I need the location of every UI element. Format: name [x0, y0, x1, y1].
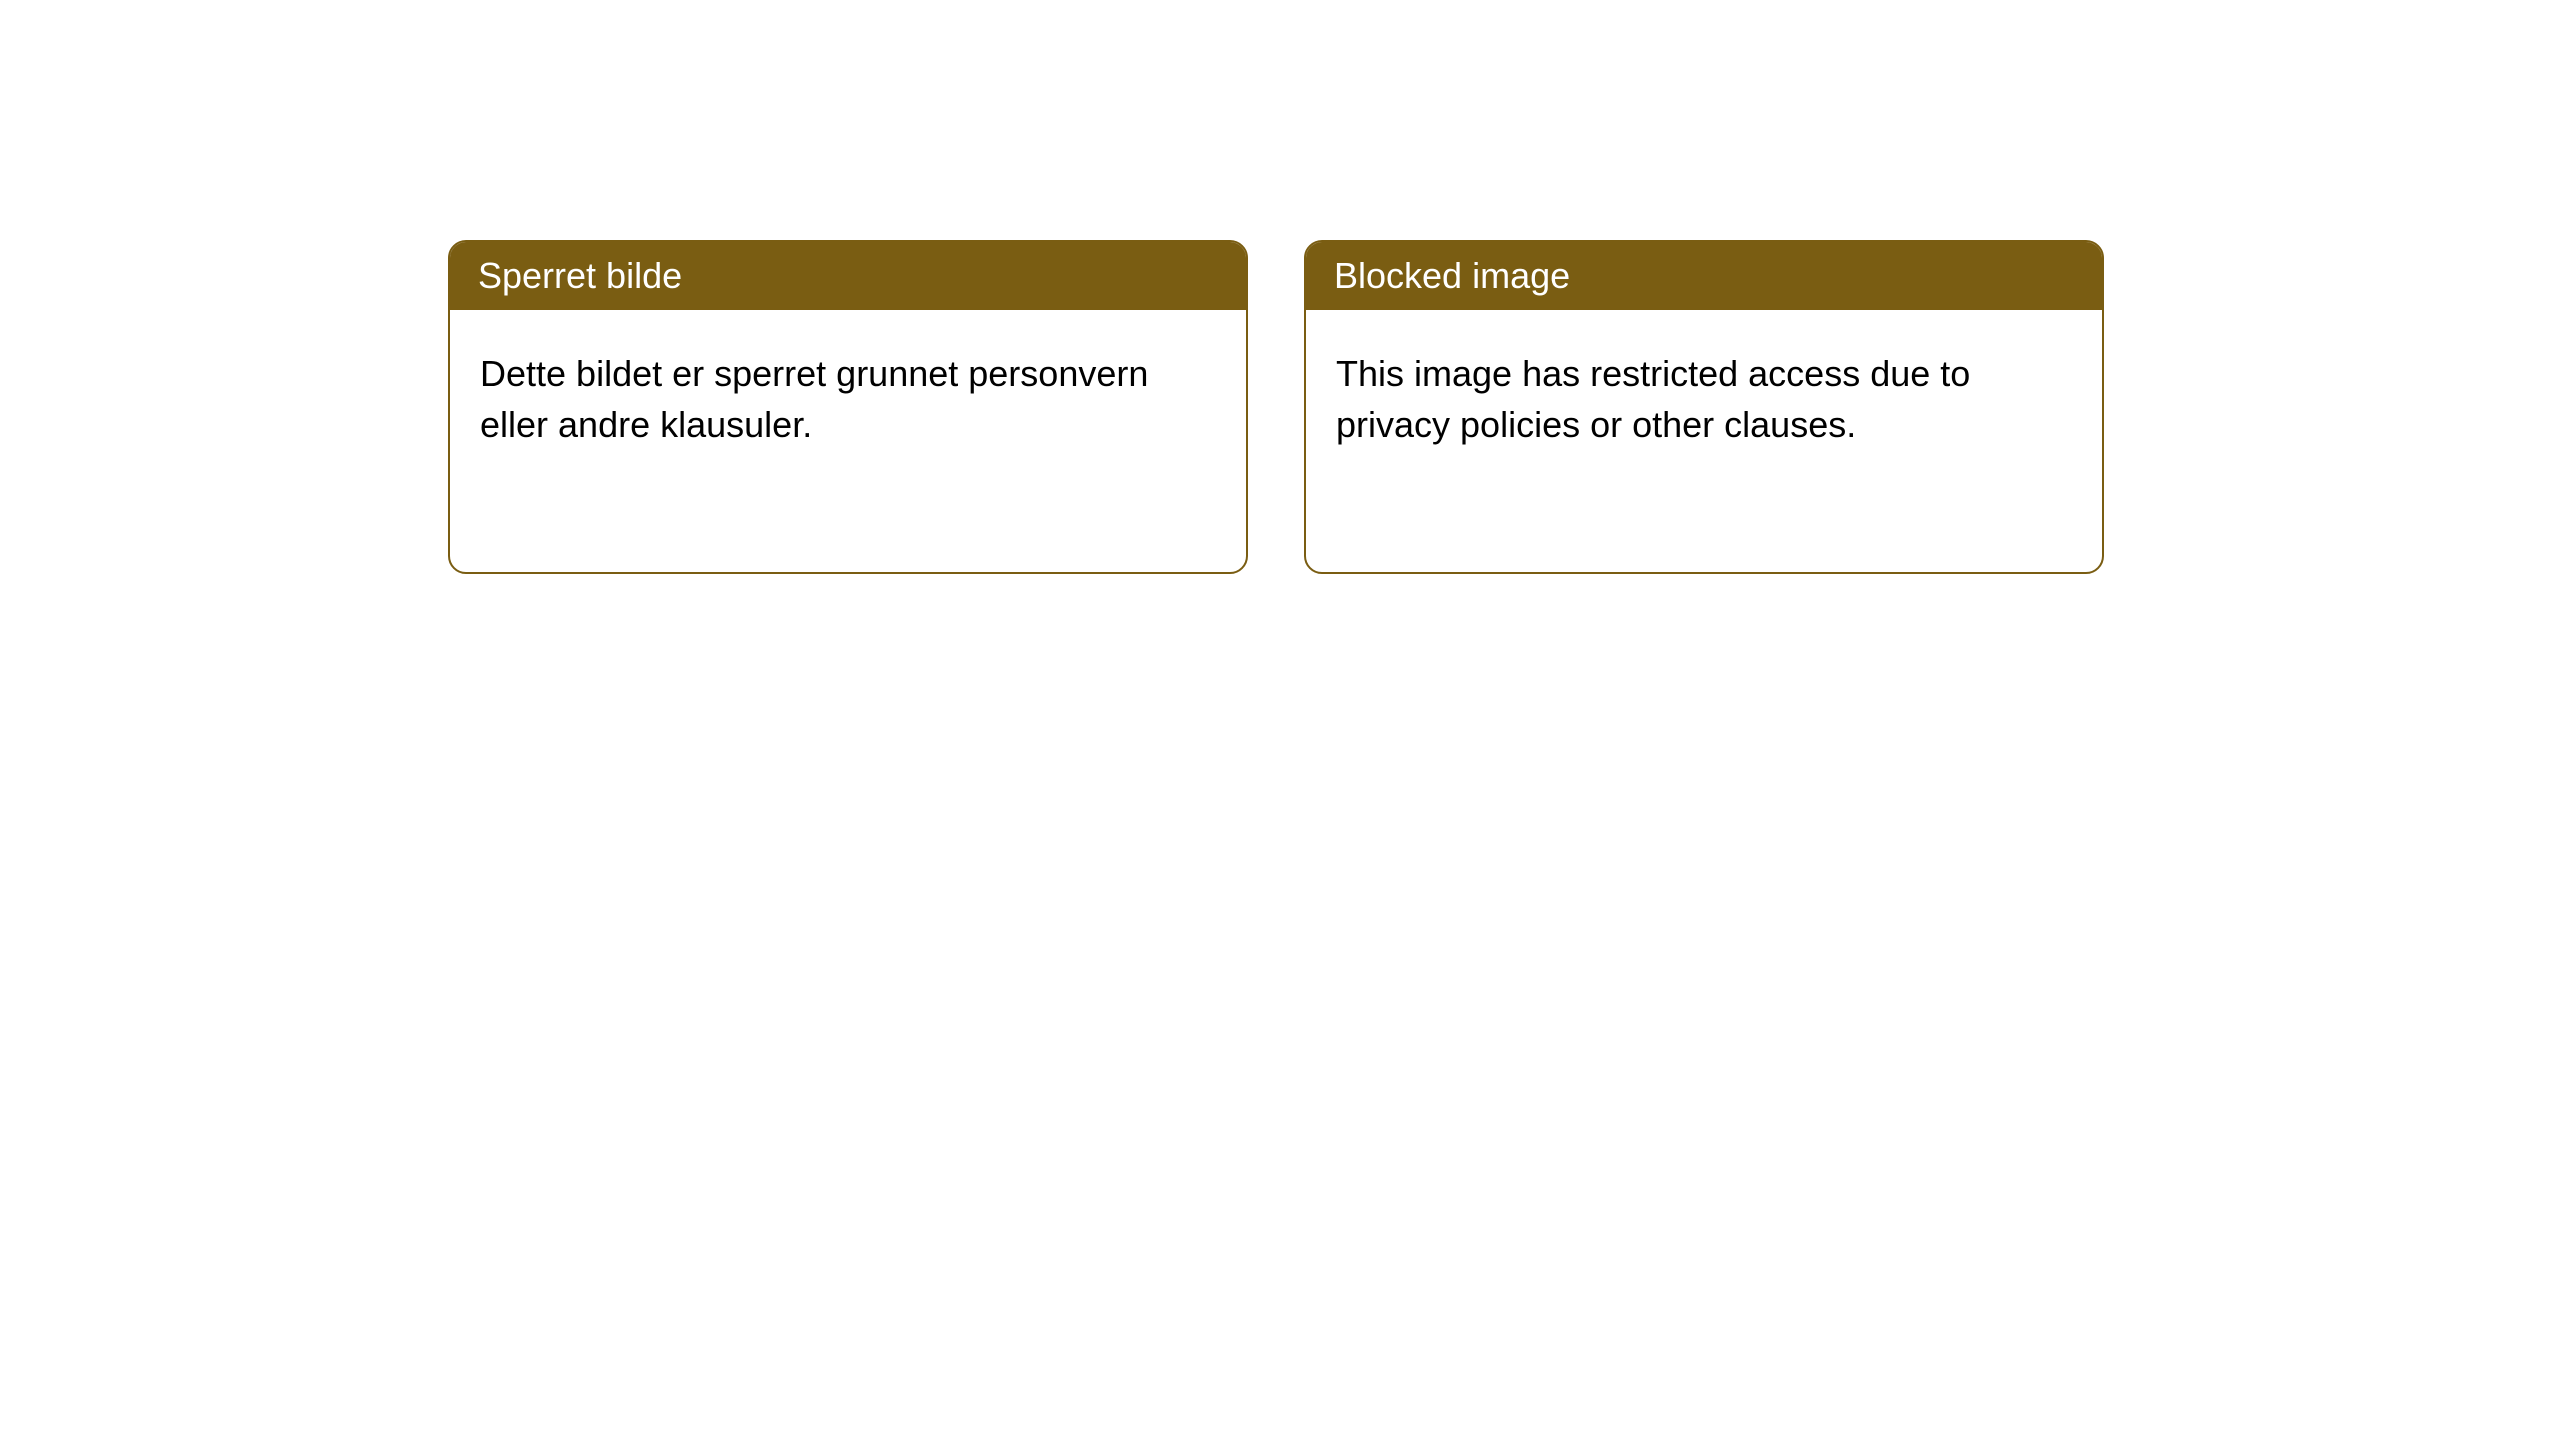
- card-body: Dette bildet er sperret grunnet personve…: [450, 310, 1246, 480]
- blocked-image-card-no: Sperret bilde Dette bildet er sperret gr…: [448, 240, 1248, 574]
- blocked-image-card-en: Blocked image This image has restricted …: [1304, 240, 2104, 574]
- card-title: Blocked image: [1306, 242, 2102, 310]
- card-body: This image has restricted access due to …: [1306, 310, 2102, 480]
- card-title: Sperret bilde: [450, 242, 1246, 310]
- notice-cards-row: Sperret bilde Dette bildet er sperret gr…: [0, 0, 2560, 574]
